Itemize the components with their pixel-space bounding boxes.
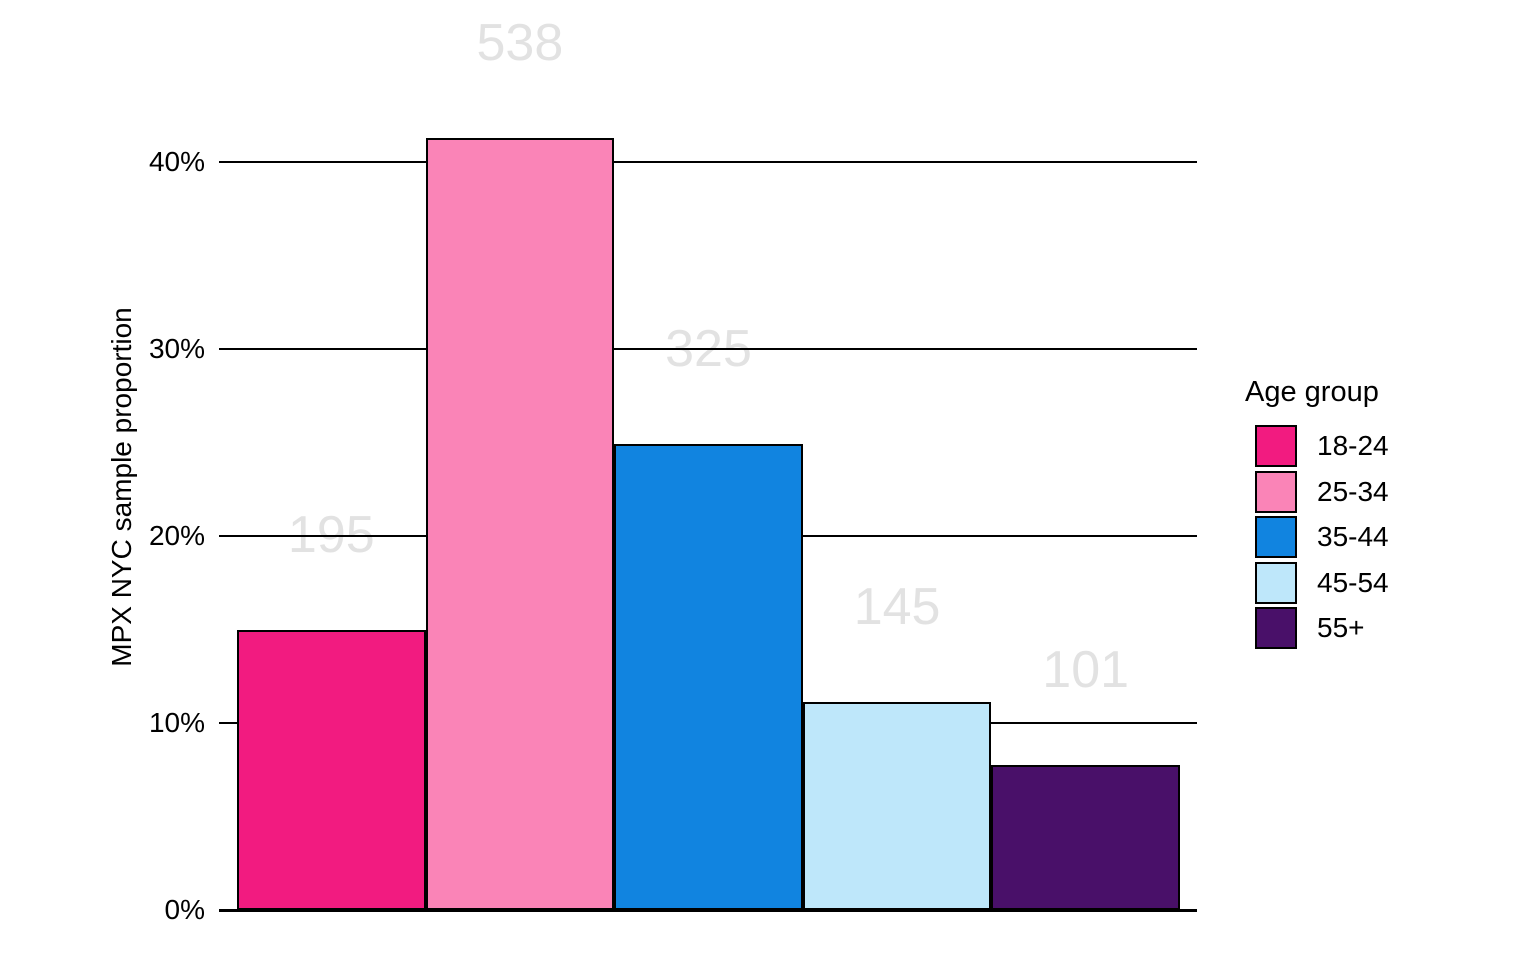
legend-label-45-54: 45-54 [1317, 566, 1389, 598]
y-tick-label-10: 10% [148, 707, 205, 738]
y-tick-label-40: 40% [148, 146, 205, 177]
bar-count-label-45-54: 145 [853, 578, 941, 637]
x-axis-line [219, 908, 1197, 912]
legend-swatch-35-44 [1255, 516, 1297, 558]
gridline-40 [219, 161, 1197, 163]
bar-45-54 [802, 702, 992, 910]
bar-count-label-55+: 101 [1042, 641, 1130, 700]
legend-label-55+: 55+ [1317, 612, 1365, 643]
bar-35-44 [614, 443, 803, 910]
legend-title: Age group [1245, 376, 1379, 408]
gridline-30 [219, 348, 1197, 350]
legend-swatch-45-54 [1255, 561, 1297, 604]
legend-label-18-24: 18-24 [1317, 430, 1389, 461]
bar-18-24 [237, 630, 426, 910]
y-tick-label-20: 20% [148, 520, 205, 551]
legend-label-25-34: 25-34 [1317, 475, 1389, 507]
bar-25-34 [425, 138, 615, 910]
bar-count-label-25-34: 538 [476, 14, 564, 73]
legend-swatch-18-24 [1255, 425, 1297, 467]
y-tick-label-30: 30% [148, 333, 205, 364]
bar-55+ [991, 765, 1180, 910]
legend-swatch-25-34 [1255, 470, 1297, 513]
legend-swatch-55+ [1255, 607, 1297, 649]
y-tick-label-0: 0% [164, 894, 205, 925]
legend-label-35-44: 35-44 [1317, 521, 1389, 552]
